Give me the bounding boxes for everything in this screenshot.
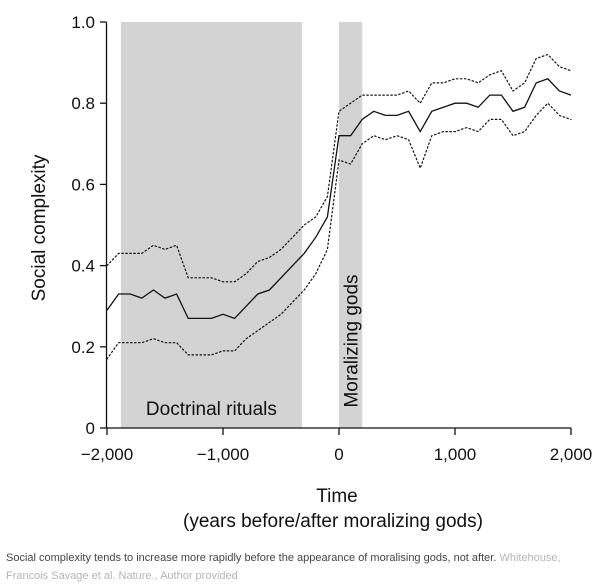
x-tick-label: −1,000 [197, 445, 249, 464]
social-complexity-chart: Doctrinal rituals Moralizing gods 0 0.2 0.4… [29, 13, 592, 532]
shaded-region-label-moralizing: Moralizing gods [342, 274, 363, 407]
caption-credit: Whitehouse, Francois Savage et al. Natur… [6, 552, 561, 582]
y-tick-label: 0.2 [71, 338, 95, 357]
series-line-mean [106, 78, 572, 320]
series-layer [106, 53, 572, 360]
shaded-region-2 [339, 22, 363, 428]
shaded-regions: Doctrinal rituals Moralizing gods [120, 22, 363, 428]
x-axis-title: Time [316, 486, 358, 507]
shaded-region-label-doctrinal: Doctrinal rituals [146, 399, 277, 420]
series-line-bound-2 [106, 102, 572, 360]
ticks: 0 0.2 0.4 0.6 0.8 1.0 −2,000 −1,000 0 1,000 2,000 [71, 13, 592, 464]
y-tick-label: 0.4 [71, 257, 95, 276]
y-tick-label: 1.0 [71, 13, 95, 32]
y-tick-label: 0.6 [71, 175, 95, 194]
caption-text: Social complexity tends to increase more… [6, 552, 500, 564]
x-tick-label: 0 [334, 445, 343, 464]
x-tick-label: 1,000 [434, 445, 477, 464]
y-tick-label: 0 [86, 419, 95, 438]
x-tick-label: 2,000 [550, 445, 593, 464]
series-line-bound-1 [106, 53, 572, 283]
x-axis-subtitle: (years before/after moralizing gods) [183, 511, 483, 532]
shaded-region-1 [120, 22, 302, 428]
y-tick-label: 0.8 [71, 94, 95, 113]
x-tick-label: −2,000 [81, 445, 133, 464]
figure-caption: Social complexity tends to increase more… [6, 549, 594, 585]
y-axis-title: Social complexity [29, 154, 50, 301]
